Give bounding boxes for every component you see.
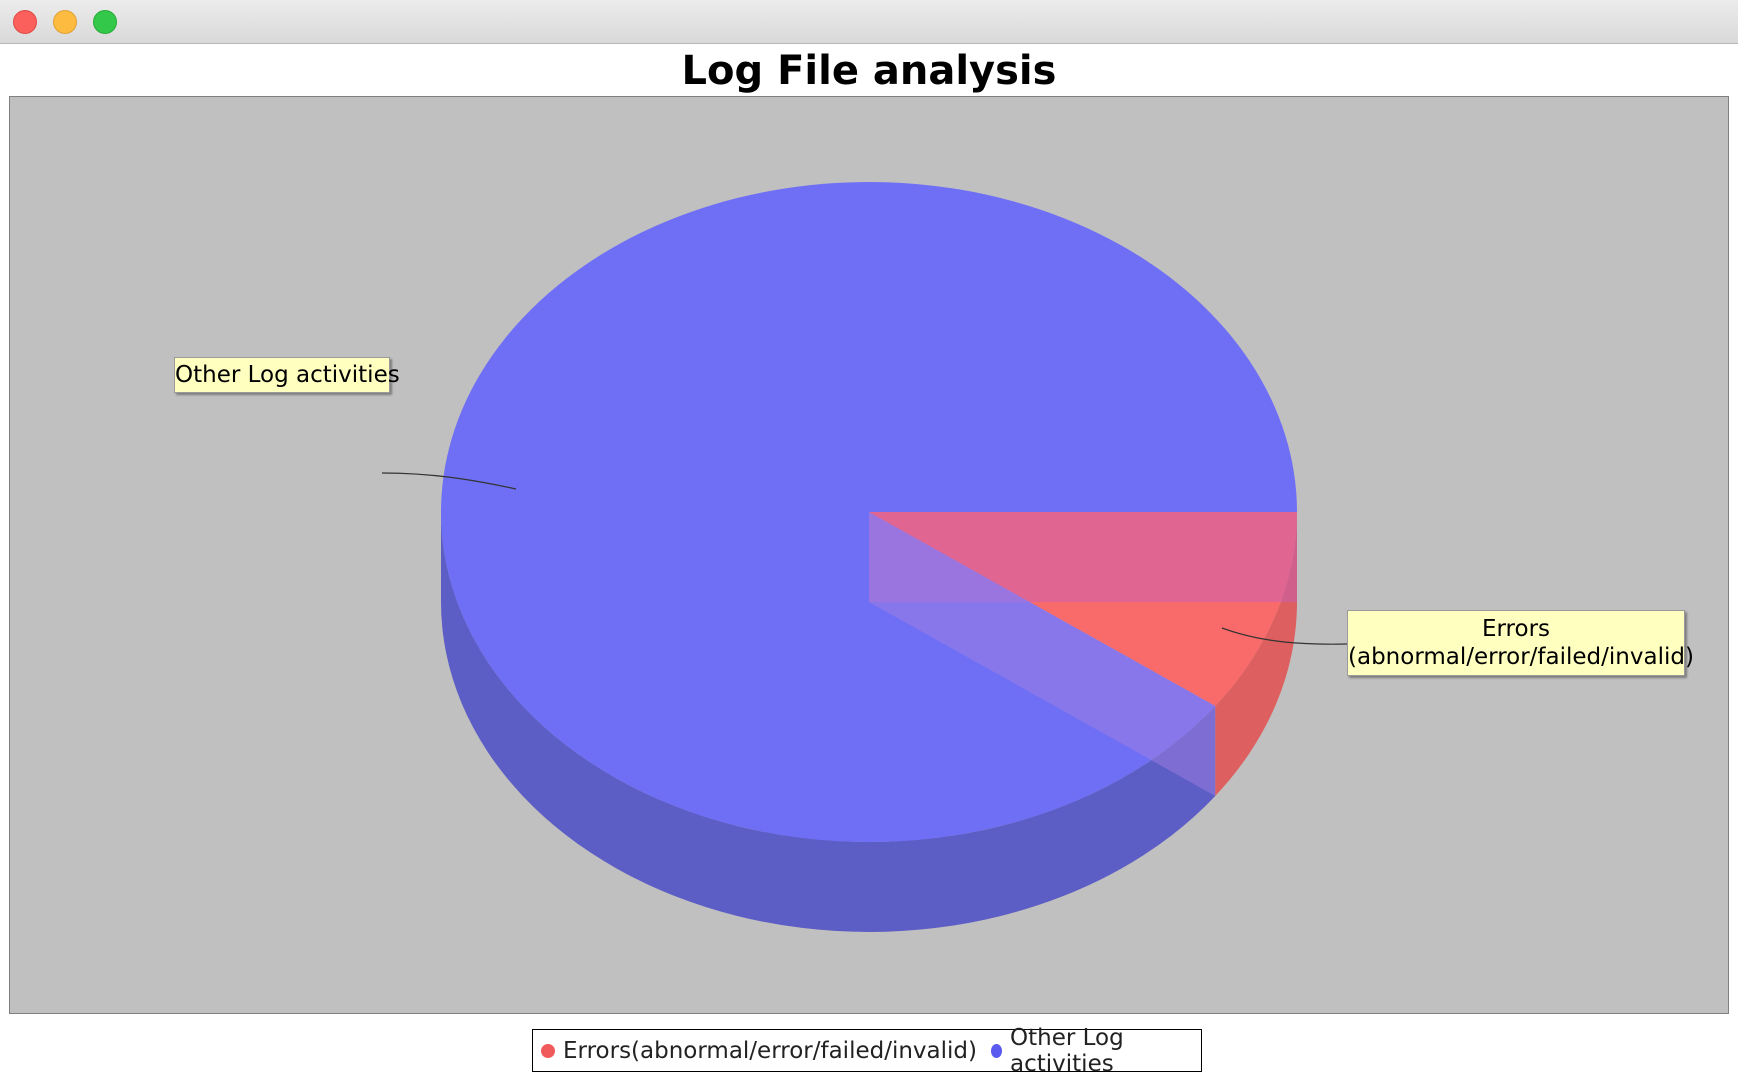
slice-label-other: Other Log activities (174, 357, 400, 393)
minimize-button[interactable] (53, 10, 77, 34)
legend-label-errors: Errors(abnormal/error/failed/invalid) (563, 1037, 977, 1064)
legend-label-other: Other Log activities (1010, 1024, 1124, 1077)
slice-label-other-text: Other Log activities (175, 362, 400, 388)
leader-line-errors (1221, 627, 1348, 645)
slice-label-errors-line1: Errors (1481, 616, 1551, 642)
pie-slice-errors (869, 512, 1297, 706)
close-button[interactable] (13, 10, 37, 34)
chart-title: Log File analysis (681, 48, 1057, 94)
legend-swatch-errors (541, 1043, 555, 1058)
legend: Errors(abnormal/error/failed/invalid) Ot… (532, 1025, 1202, 1077)
plot-area: Other Log activities Errors (abnormal/er… (9, 96, 1729, 1014)
slice-label-errors-line2: (abnormal/error/failed/invalid) (1348, 644, 1694, 670)
leader-line-other (381, 472, 517, 490)
legend-item-errors: Errors(abnormal/error/failed/invalid) (541, 1038, 977, 1064)
window-titlebar[interactable] (0, 0, 1738, 44)
pie-chart (381, 181, 1348, 932)
legend-swatch-other (990, 1043, 1003, 1058)
maximize-button[interactable] (93, 10, 117, 34)
pie-side-errors (1215, 512, 1297, 796)
slice-label-errors: Errors (abnormal/error/failed/invalid) (1347, 610, 1694, 676)
legend-item-other: Other Log activities (990, 1024, 1187, 1077)
pie-side-other (441, 512, 1216, 932)
pie-cut-wall-end (869, 512, 1216, 796)
